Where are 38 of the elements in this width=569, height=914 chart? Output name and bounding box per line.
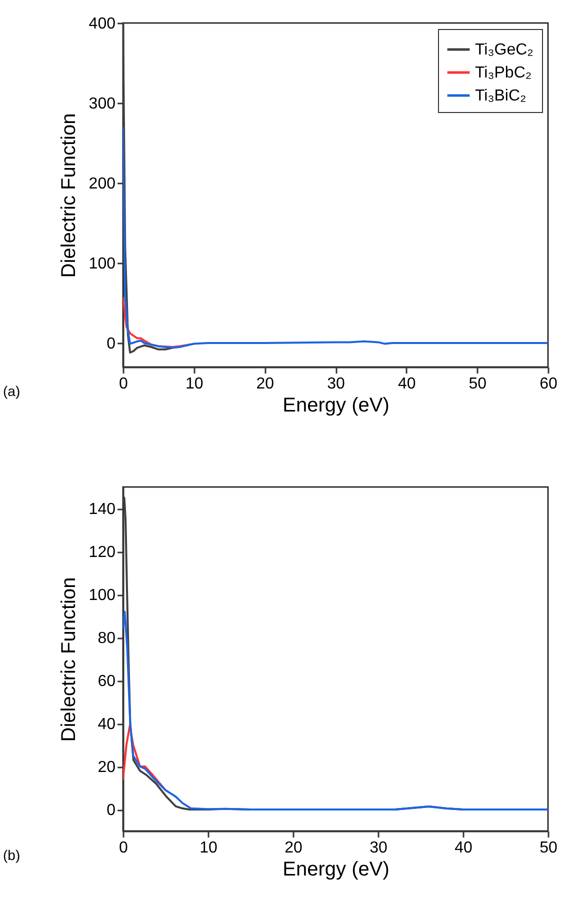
y-tick-label: 100	[88, 256, 116, 272]
y-tick-label: 300	[88, 96, 116, 112]
y-tick-label: 120	[88, 544, 116, 561]
x-tick-label: 20	[256, 376, 274, 392]
y-tick-label: 140	[88, 501, 116, 518]
x-axis-title: Energy (eV)	[282, 394, 390, 416]
y-tick-label: 60	[98, 673, 116, 690]
line-series	[123, 23, 174, 354]
x-tick-label: 0	[119, 376, 128, 392]
x-tick-label: 60	[540, 376, 558, 392]
line-series	[123, 126, 548, 349]
x-tick-label: 50	[468, 376, 487, 392]
x-axis-title: Energy (eV)	[282, 858, 390, 880]
x-tick-label: 10	[200, 840, 218, 856]
y-tick-label: 0	[106, 802, 116, 819]
x-tick-label: 50	[540, 840, 558, 856]
x-tick-label: 40	[398, 376, 416, 392]
y-tick-label: 100	[88, 587, 116, 604]
legend-label: Ti₃GeC₂	[475, 42, 534, 58]
y-tick-label: 40	[98, 716, 116, 733]
line-series	[123, 610, 548, 810]
y-tick-label: 0	[106, 336, 116, 352]
y-tick-label: 200	[88, 176, 116, 192]
x-tick-label: 40	[454, 840, 472, 856]
legend-label: Ti₃BiC₂	[475, 88, 526, 104]
y-axis-title: Dielectric Function	[58, 577, 80, 742]
y-tick-label: 20	[98, 759, 116, 776]
y-tick-label: 80	[98, 630, 116, 647]
y-axis-title: Dielectric Function	[58, 113, 80, 278]
x-tick-label: 0	[119, 840, 128, 856]
x-tick-label: 30	[327, 376, 345, 392]
y-tick-label: 400	[88, 16, 116, 32]
text: (a)	[3, 383, 20, 399]
x-tick-label: 30	[370, 840, 388, 856]
x-tick-label: 10	[185, 376, 204, 392]
legend-label: Ti₃PbC₂	[475, 64, 532, 82]
x-tick-label: 20	[284, 840, 302, 856]
text: (b)	[3, 847, 20, 863]
